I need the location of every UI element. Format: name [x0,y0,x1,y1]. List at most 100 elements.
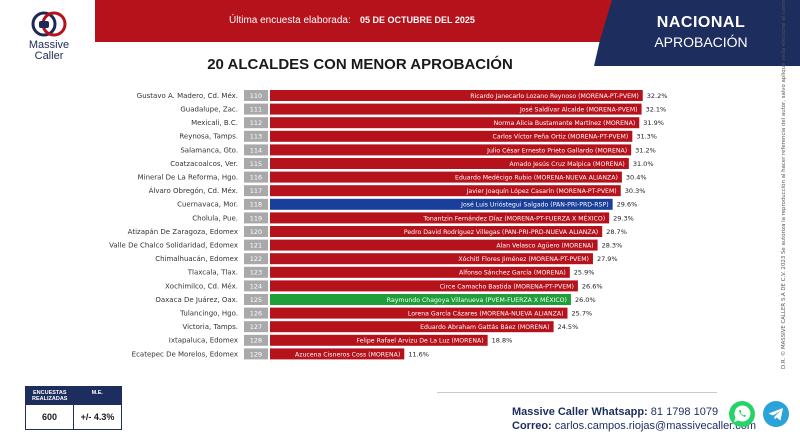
city-label: Cholula, Pue. [192,214,238,222]
value-label: 31.0% [633,160,654,168]
value-label: 24.5% [558,323,579,331]
rank-box [244,158,268,169]
rank-label: 114 [250,146,262,154]
bar [270,294,571,305]
rank-label: 128 [250,337,262,345]
rank-label: 126 [250,310,262,318]
value-label: 29.6% [617,201,638,209]
value-label: 30.4% [626,174,647,182]
bar [270,158,629,169]
mayor-label: Tonantzin Fernández Díaz (MORENA-PT-FUER… [422,213,605,222]
city-label: Valle De Chalco Solidaridad, Edomex [109,242,238,250]
contact-divider [437,392,717,393]
city-label: Tulancingo, Hgo. [179,310,238,318]
city-label: Victoria, Tamps. [182,323,238,331]
rank-label: 121 [250,242,262,250]
rank-box [244,130,268,142]
rank-box [244,253,268,265]
mayor-label: Raymundo Chagoya Villanueva (PVEM-FUERZA… [387,295,567,304]
city-label: Álvaro Obregón, Cd. Méx. [149,186,238,195]
bar [270,171,622,183]
city-label: Salamanca, Gto. [180,146,238,154]
mayor-label: Azucena Cisneros Coss (MORENA) [295,351,400,358]
city-label: Xochimilco, Cd. Méx. [165,282,238,290]
rank-box [244,212,268,224]
rank-label: 113 [250,133,262,141]
rank-label: 119 [250,214,262,222]
rank-box [244,294,268,305]
copyright-text: D.R. © MASSIVE CALLER S.A DE C.V. 2023 S… [781,0,787,369]
rank-label: 115 [250,160,262,168]
corner-panel [594,0,800,66]
mayor-label: José Saldívar Alcalde (MORENA-PVEM) [519,106,638,114]
value-label: 31.3% [636,133,657,141]
rank-label: 125 [250,296,262,304]
value-label: 31.9% [643,119,664,127]
contact-whatsapp-number[interactable]: 81 1798 1079 [650,406,719,418]
mayor-label: Felipe Rafael Arvizu De La Luz (MORENA) [356,338,483,345]
stats-margin: +/- 4.3% [80,412,115,422]
bar [270,198,613,210]
rank-box [244,198,268,210]
survey-date: 05 DE OCTUBRE DEL 2025 [360,15,475,25]
city-label: Oaxaca De Juárez, Oax. [155,296,238,304]
city-label: Atizapán De Zaragoza, Edomex [128,228,238,236]
city-label: Ixtapaluca, Edomex [169,337,238,345]
rank-box [244,280,268,292]
scope-title: NACIONAL [656,14,746,31]
city-label: Mexicali, B.C. [191,119,238,127]
rank-label: 123 [250,269,262,277]
rank-box [244,226,268,237]
rank-box [244,185,268,197]
metric-title: APROBACIÓN [654,34,748,50]
bar [270,348,405,360]
bar [270,117,640,129]
value-label: 32.1% [646,106,667,114]
rank-box [244,103,268,115]
chart-title: 20 ALCALDES CON MENOR APROBACIÓN [207,56,513,73]
mayor-label: Eduardo Abraham Gattás Báez (MORENA) [420,323,549,331]
copyright-note: D.R. © MASSIVE CALLER S.A DE C.V. 2023 S… [778,0,790,372]
rank-box [244,266,268,278]
bar [270,307,568,319]
logo-text: Massive Caller [14,40,84,62]
logo-line1: Massive [28,39,70,51]
logo-line2: Caller [34,50,64,62]
value-label: 31.2% [635,146,656,154]
value-label: 28.3% [602,242,623,250]
bar [270,130,633,142]
bar [270,212,610,224]
contact-email: Correo: carlos.campos.riojas@massivecall… [512,420,756,432]
contact-email-label: Correo: [512,420,552,432]
mayor-label: Alfonso Sánchez García (MORENA) [459,269,566,277]
mayor-label: Eduardo Medécigo Rubio (MORENA-NUEVA ALI… [455,174,618,182]
value-label: 29.3% [613,214,634,222]
rank-label: 129 [250,350,262,358]
value-label: 25.9% [574,269,595,277]
mayor-label: Carlos Víctor Peña Ortiz (MORENA-PT-PVEM… [493,133,629,141]
rank-label: 127 [250,323,262,331]
bar [270,266,570,278]
city-label: Gustavo A. Madero, Cd. Méx. [137,92,238,100]
survey-label: Última encuesta elaborada: [229,15,351,26]
bar [270,239,598,251]
value-label: 27.9% [597,255,618,263]
telegram-icon[interactable] [762,400,790,428]
rank-label: 110 [250,92,262,100]
mayor-label: José Luis Urióstegui Salgado (PAN-PRI-PR… [460,201,609,209]
rank-label: 112 [250,119,262,127]
bar [270,144,632,156]
value-label: 28.7% [606,228,627,236]
rank-box [244,90,268,101]
bar [270,103,642,115]
mayor-label: Xóchitl Flores Jiménez (MORENA-PT-PVEM) [458,255,589,263]
logo-panel: Massive Caller [0,0,95,66]
city-label: Reynosa, Tamps. [179,133,238,141]
whatsapp-icon[interactable] [728,400,756,428]
contact-email-address[interactable]: carlos.campos.riojas@massivecaller.com [554,420,757,432]
rank-box [244,117,268,129]
bar [270,321,554,333]
rank-box [244,144,268,156]
mayor-label: Javier Joaquín López Casarín (MORENA-PT-… [466,187,617,195]
rank-box [244,239,268,251]
